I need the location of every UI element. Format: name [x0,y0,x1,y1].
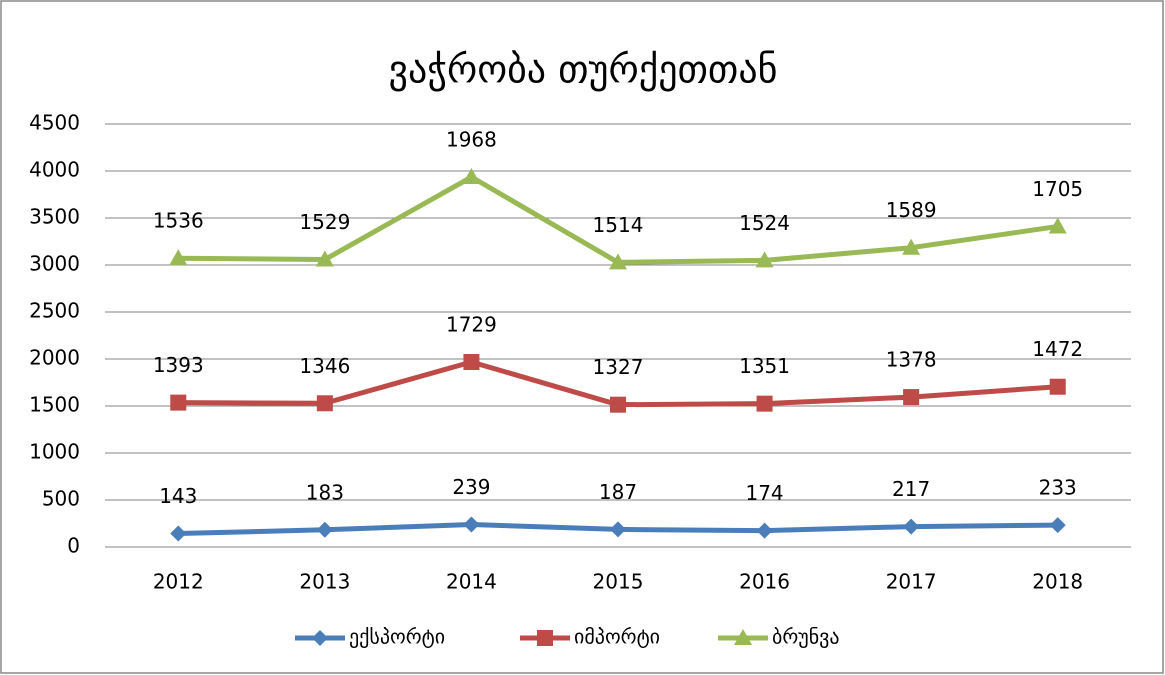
marker [610,521,626,538]
marker [315,250,334,267]
data-label: 1378 [886,348,937,372]
data-label: 1393 [153,353,204,377]
marker [1049,517,1066,534]
marker [756,395,773,412]
marker [169,249,188,266]
legend-marker [312,630,328,646]
marker [316,521,333,538]
marker [170,394,187,411]
y-tick-label: 4000 [29,158,80,182]
data-label: 1536 [153,209,204,233]
data-label: 183 [306,480,344,504]
data-label: 1327 [593,355,644,379]
x-tick-label: 2017 [886,570,937,594]
marker [170,525,187,542]
chart-title: ვაჭრობა თურქეთთან [388,48,777,92]
data-label: 1346 [299,354,350,378]
y-tick-label: 0 [67,534,80,558]
marker [463,516,480,533]
legend-label: ექსპორტი [349,625,445,649]
data-label: 1472 [1032,337,1083,361]
x-tick-label: 2015 [593,570,644,594]
data-label: 233 [1039,476,1077,500]
data-label: 143 [159,484,197,508]
legend-label: იმპორტი [574,625,660,649]
data-label: 217 [892,477,930,501]
marker [1048,217,1067,234]
x-tick-label: 2018 [1032,570,1083,594]
marker [462,168,481,185]
legend-label: ბრუნვა [772,625,840,649]
y-tick-label: 3500 [29,205,80,229]
data-label: 1529 [299,210,350,234]
x-tick-label: 2012 [153,570,204,594]
marker [755,251,774,268]
data-label: 1514 [593,213,644,237]
marker [902,238,921,255]
marker [609,253,627,270]
marker [463,354,480,371]
marker [610,396,626,413]
y-tick-label: 4500 [29,111,80,135]
marker [903,389,920,406]
legend-marker [537,630,553,646]
y-tick-label: 1500 [29,393,80,417]
data-label: 1589 [886,198,937,222]
y-tick-label: 2000 [29,346,80,370]
data-label: 1524 [739,211,790,235]
data-label: 174 [745,481,783,505]
marker [1049,378,1066,395]
marker [316,395,333,412]
data-label: 1351 [739,354,790,378]
marker [903,518,920,535]
y-tick-label: 1000 [29,440,80,464]
y-tick-label: 500 [42,487,80,511]
legend-marker [734,629,752,645]
x-tick-label: 2016 [739,570,790,594]
data-label: 1705 [1032,177,1083,201]
marker [756,522,773,539]
data-label: 1729 [446,313,497,337]
y-tick-label: 3000 [29,252,80,276]
data-label: 239 [452,475,490,499]
x-tick-label: 2014 [446,570,497,594]
data-label: 1968 [446,128,497,152]
x-tick-label: 2013 [299,570,350,594]
y-tick-label: 2500 [29,299,80,323]
data-label: 187 [599,480,637,504]
